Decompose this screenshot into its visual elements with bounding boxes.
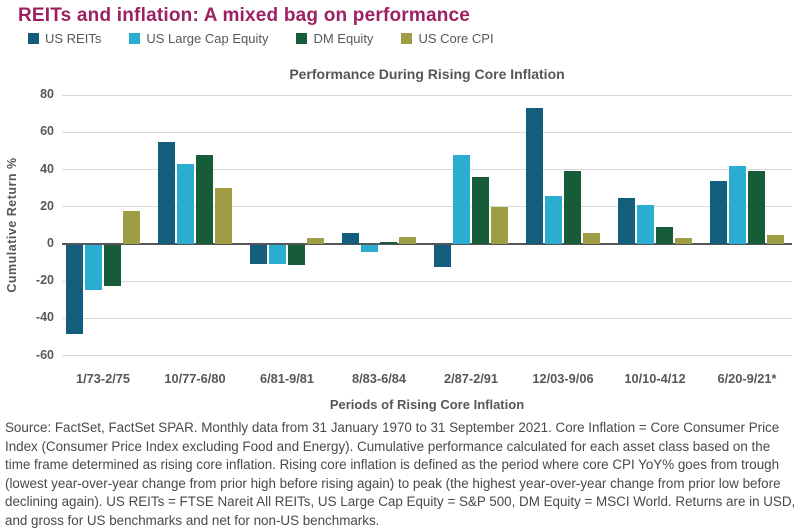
bar-us-reits-2-87-2-91 [434,245,451,268]
legend-item-us-reits: US REITs [28,31,101,46]
bar-us-large-cap-equity-1-73-2-75 [85,245,102,290]
source-footnote: Source: FactSet, FactSet SPAR. Monthly d… [5,420,796,528]
page-title: REITs and inflation: A mixed bag on perf… [18,5,471,26]
bar-us-reits-1-73-2-75 [66,245,83,335]
x-tick-label: 12/03-9/06 [532,371,594,386]
bar-us-large-cap-equity-10-77-6-80 [177,164,194,244]
legend-swatch-us-reits [28,33,39,44]
gridline--40 [62,317,792,319]
legend-item-dm-equity: DM Equity [296,31,373,46]
bar-us-core-cpi-10-10-4-12 [675,238,692,244]
zero-axis-line [62,243,792,245]
x-tick-label: 2/87-2/91 [443,371,499,386]
bar-dm-equity-10-10-4-12 [656,227,673,244]
bar-us-large-cap-equity-6-20-9-21- [729,165,746,244]
legend-item-us-core-cpi: US Core CPI [401,31,494,46]
gridline-80 [62,94,792,96]
gridline--60 [62,355,792,357]
bar-us-reits-12-03-9-06 [526,108,543,244]
x-tick-label: 10/10-4/12 [624,371,686,386]
bar-dm-equity-12-03-9-06 [564,171,581,244]
legend-label: DM Equity [313,31,374,46]
bar-us-reits-8-83-6-84 [342,232,359,244]
bar-us-core-cpi-1-73-2-75 [123,210,140,244]
chart-title: Performance During Rising Core Inflation [289,66,565,82]
bar-us-reits-6-20-9-21- [710,180,727,244]
y-tick-label: 40 [40,161,54,176]
legend-swatch-us-core-cpi [401,33,413,44]
legend-label: US Large Cap Equity [146,31,269,46]
bar-us-core-cpi-6-81-9-81 [307,238,324,244]
legend-item-us-large-cap-equity: US Large Cap Equity [129,31,268,46]
bar-dm-equity-2-87-2-91 [472,177,489,244]
bar-dm-equity-6-81-9-81 [288,245,305,266]
bar-us-core-cpi-8-83-6-84 [399,236,416,244]
y-tick-label: 20 [40,198,54,213]
x-axis-title: Periods of Rising Core Inflation [329,397,525,412]
chart-legend: US REITs US Large Cap Equity DM Equity U… [28,31,522,46]
bar-dm-equity-1-73-2-75 [104,245,121,286]
bar-us-large-cap-equity-10-10-4-12 [637,204,654,244]
bar-us-reits-10-77-6-80 [158,141,175,244]
gridline-20 [62,206,792,208]
x-tick-label: 6/81-9/81 [259,371,315,386]
x-tick-label: 6/20-9/21* [717,371,777,386]
bar-us-reits-10-10-4-12 [618,197,635,244]
x-tick-label: 8/83-6/84 [351,371,407,386]
legend-label: US Core CPI [418,31,494,46]
x-tick-label: 1/73-2/75 [75,371,131,386]
bar-us-large-cap-equity-8-83-6-84 [361,245,378,253]
y-tick-label: -60 [35,347,54,362]
bar-us-core-cpi-6-20-9-21- [767,234,784,244]
y-tick-label: 60 [40,124,54,139]
bar-us-large-cap-equity-12-03-9-06 [545,195,562,244]
bar-dm-equity-8-83-6-84 [380,242,397,244]
bar-us-large-cap-equity-2-87-2-91 [453,154,470,244]
gridline-40 [62,169,792,171]
plot-area [62,90,792,364]
y-tick-label: -40 [35,310,54,325]
legend-swatch-dm-equity [296,33,308,44]
x-tick-label: 10/77-6/80 [164,371,226,386]
bar-dm-equity-10-77-6-80 [196,154,213,244]
bar-us-core-cpi-2-87-2-91 [491,206,508,244]
y-tick-label: 80 [40,87,54,102]
y-tick-label: 0 [47,236,54,250]
gridline-60 [62,131,792,133]
legend-swatch-us-large-cap-equity [129,33,141,44]
y-tick-label: -20 [35,273,54,288]
bar-dm-equity-6-20-9-21- [748,171,765,244]
gridline--20 [62,280,792,282]
bar-us-reits-6-81-9-81 [250,245,267,264]
bar-us-core-cpi-10-77-6-80 [215,188,232,244]
legend-label: US REITs [45,31,102,46]
bar-us-large-cap-equity-6-81-9-81 [269,245,286,264]
bar-us-core-cpi-12-03-9-06 [583,232,600,244]
